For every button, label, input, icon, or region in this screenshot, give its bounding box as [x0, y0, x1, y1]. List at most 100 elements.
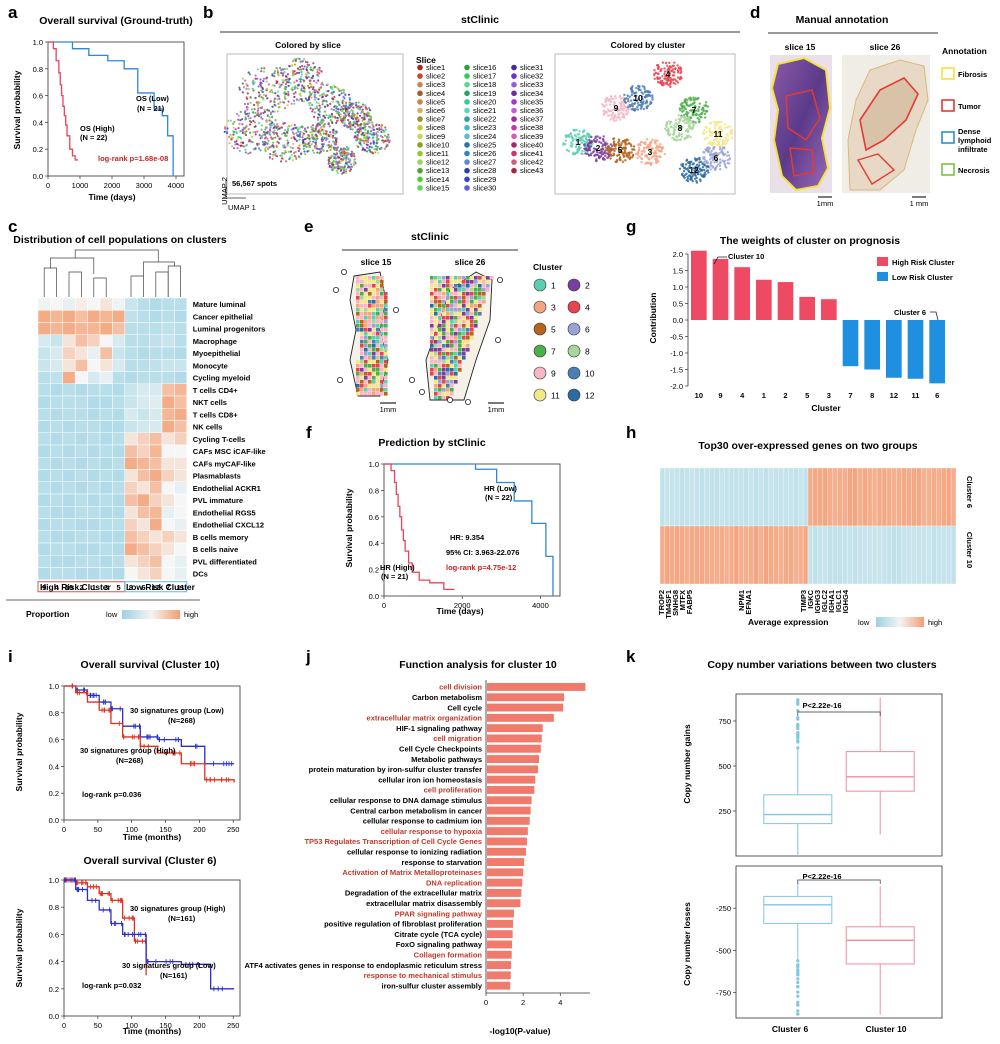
umap-spot: [349, 158, 352, 161]
slice-swatch: [464, 150, 470, 157]
spatial-spot: [384, 392, 388, 396]
heatmap-cell: [74, 530, 88, 544]
cluster-spot: [668, 134, 671, 137]
cluster-spot: [708, 128, 712, 131]
umap-spot: [266, 97, 269, 100]
spatial-spot: [450, 376, 454, 380]
umap-spot: [270, 120, 273, 123]
j-term-label: TP53 Regulates Transcription of Cell Cyc…: [304, 837, 482, 846]
spatial-spot: [364, 336, 368, 340]
cluster-spot: [614, 94, 617, 98]
umap-spot: [342, 100, 345, 103]
umap-spot: [250, 108, 253, 111]
heatmap-cell: [174, 530, 188, 544]
umap-spot: [366, 143, 369, 147]
heatmap-cell: [37, 297, 51, 311]
slice-swatch: [464, 133, 470, 140]
cluster-spot: [720, 128, 723, 131]
heatmap-cell: [99, 334, 113, 348]
spatial-spot: [446, 352, 450, 356]
spatial-spot: [458, 280, 462, 284]
gene-heat-cell: [802, 467, 809, 527]
umap-spot: [293, 123, 296, 127]
heatmap-cell: [174, 359, 188, 372]
umap-spot: [228, 142, 231, 145]
gene-heat-cell: [768, 467, 774, 527]
spatial-spot: [450, 364, 454, 368]
umap-spot: [297, 84, 300, 87]
umap-spot: [331, 163, 334, 166]
spatial-spot: [458, 368, 462, 372]
umap-spot: [292, 151, 296, 154]
umap-spot: [351, 152, 354, 155]
cluster-spot: [627, 142, 631, 145]
umap-spot: [258, 133, 261, 137]
heatmap-cell: [161, 469, 175, 482]
y-tick-label: 0.6: [369, 513, 379, 522]
spatial-spot: [446, 308, 450, 312]
gene-heat-cell: [689, 525, 695, 585]
cluster-spot: [677, 135, 680, 138]
umap-spot: [295, 79, 298, 82]
umap-spot: [344, 113, 347, 116]
cluster-spot: [618, 101, 622, 105]
cluster-spot: [628, 95, 631, 98]
cluster-spot: [602, 112, 606, 115]
heatmap-cell: [124, 457, 138, 470]
umap-spot: [264, 137, 267, 140]
annotation-swatch: [941, 163, 955, 176]
spatial-spot: [368, 312, 372, 316]
km-curve-1: [64, 879, 235, 990]
spatial-spot: [384, 300, 388, 304]
k-outlier: [796, 746, 800, 750]
umap-spot: [296, 134, 299, 137]
panel-f-high-n: (N = 21): [381, 572, 409, 581]
spatial-spot: [376, 292, 380, 296]
cluster-spot: [628, 157, 632, 161]
cluster-spot: [698, 167, 702, 171]
panel-f-xlabel: Time (days): [436, 606, 483, 616]
umap-spot: [331, 166, 335, 169]
spatial-spot: [434, 304, 438, 308]
j-bar: [487, 971, 511, 980]
cluster-spot: [630, 144, 633, 148]
cluster-spot: [634, 152, 638, 156]
umap-spot: [259, 106, 262, 109]
cluster-spot: [659, 82, 663, 85]
slice-legend-item: slice25: [473, 140, 496, 149]
spatial-spot: [482, 288, 486, 292]
heatmap-cell: [161, 408, 175, 421]
cluster-spot: [636, 108, 640, 111]
umap-spot: [293, 70, 296, 73]
cluster-spot: [683, 166, 686, 169]
spatial-spot: [438, 340, 442, 344]
slice-swatch: [464, 167, 470, 174]
gene-heat-cell: [807, 467, 814, 527]
umap-spot: [248, 131, 252, 134]
slice-legend-item: slice16: [473, 63, 496, 72]
umap-spot: [312, 140, 315, 143]
cluster-spot: [692, 113, 695, 116]
heatmap-cell: [112, 408, 126, 421]
umap-spot: [291, 74, 294, 77]
spatial-spot: [442, 288, 446, 292]
heatmap-cell: [37, 506, 51, 519]
spatial-spot: [454, 300, 458, 304]
cluster-spot: [690, 120, 693, 123]
umap-spot: [246, 102, 250, 106]
slice-legend-item: slice12: [426, 158, 449, 167]
gene-heat-cell: [807, 525, 814, 585]
umap-spot: [254, 74, 257, 77]
spatial-spot: [450, 340, 454, 344]
spatial-spot: [438, 332, 442, 336]
umap-spot: [274, 119, 277, 122]
umap-spot: [263, 67, 266, 70]
umap-spot: [335, 100, 338, 103]
cluster-spot: [723, 126, 727, 129]
tumor-outline-15b: [789, 147, 815, 177]
cluster-spot: [624, 158, 627, 162]
slice-legend-item: slice31: [520, 63, 543, 72]
heatmap-col-label: 11: [177, 583, 185, 592]
heatmap-cell: [37, 395, 51, 409]
cluster-spot: [670, 125, 673, 128]
